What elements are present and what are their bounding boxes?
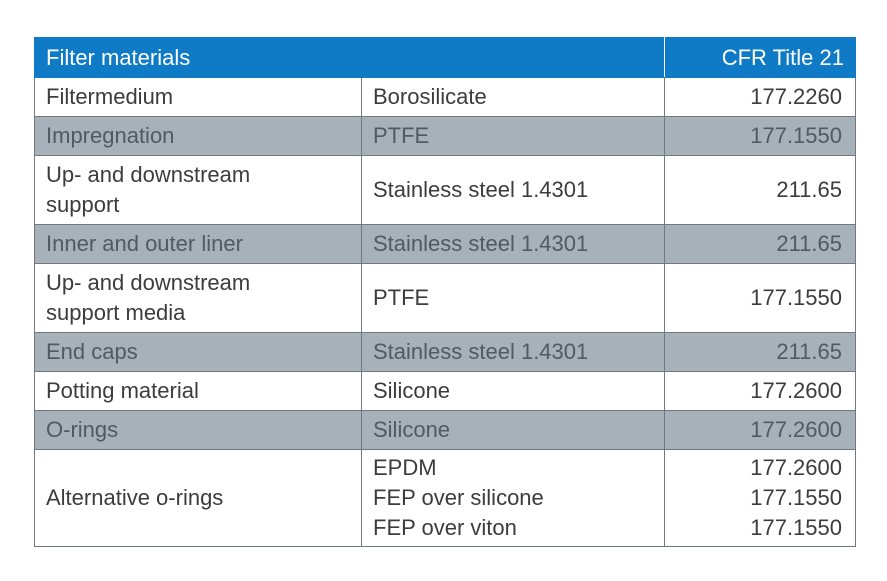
table-row: Filtermedium Borosilicate 177.2260 [34, 77, 856, 117]
table-row: Up- and downstream support Stainless ste… [34, 155, 856, 225]
material-cell: Silicone [361, 410, 665, 450]
cfr-cell: 177.1550 [664, 116, 856, 156]
table-row: End caps Stainless steel 1.4301 211.65 [34, 332, 856, 372]
component-cell: Alternative o-rings [34, 449, 362, 547]
table-row: Alternative o-rings EPDM FEP over silico… [34, 449, 856, 547]
material-cell: PTFE [361, 116, 665, 156]
material-line: EPDM [373, 455, 437, 480]
material-cell: Silicone [361, 371, 665, 411]
table-row: Up- and downstream support media PTFE 17… [34, 263, 856, 333]
table-row: Potting material Silicone 177.2600 [34, 371, 856, 411]
material-cell: Borosilicate [361, 77, 665, 117]
component-cell: O-rings [34, 410, 362, 450]
header-filter-materials: Filter materials [34, 37, 665, 78]
cfr-cell: 177.1550 [664, 263, 856, 333]
cfr-cell: 177.2260 [664, 77, 856, 117]
component-line: support [46, 192, 120, 217]
cfr-cell: 211.65 [664, 224, 856, 264]
component-cell: End caps [34, 332, 362, 372]
cfr-cell: 177.2600 [664, 371, 856, 411]
material-cell: EPDM FEP over silicone FEP over viton [361, 449, 665, 547]
material-line: FEP over silicone [373, 485, 544, 510]
cfr-line: 177.1550 [750, 515, 842, 540]
cfr-line: 177.1550 [750, 485, 842, 510]
component-cell: Potting material [34, 371, 362, 411]
table-row: Inner and outer liner Stainless steel 1.… [34, 224, 856, 264]
component-line: support media [46, 300, 186, 325]
component-cell: Up- and downstream support media [34, 263, 362, 333]
component-line: Up- and downstream [46, 162, 251, 187]
component-cell: Up- and downstream support [34, 155, 362, 225]
component-line: Up- and downstream [46, 270, 251, 295]
cfr-cell: 177.2600 177.1550 177.1550 [664, 449, 856, 547]
filter-materials-table: Filter materials CFR Title 21 Filtermedi… [34, 37, 856, 547]
component-cell: Impregnation [34, 116, 362, 156]
cfr-line: 177.2600 [750, 455, 842, 480]
material-line: FEP over viton [373, 515, 517, 540]
table-row: Impregnation PTFE 177.1550 [34, 116, 856, 156]
material-cell: PTFE [361, 263, 665, 333]
table-row: O-rings Silicone 177.2600 [34, 410, 856, 450]
material-cell: Stainless steel 1.4301 [361, 155, 665, 225]
cfr-cell: 211.65 [664, 332, 856, 372]
material-cell: Stainless steel 1.4301 [361, 224, 665, 264]
cfr-cell: 211.65 [664, 155, 856, 225]
component-cell: Filtermedium [34, 77, 362, 117]
table-header-row: Filter materials CFR Title 21 [34, 37, 856, 78]
component-cell: Inner and outer liner [34, 224, 362, 264]
header-cfr-title: CFR Title 21 [664, 37, 856, 78]
material-cell: Stainless steel 1.4301 [361, 332, 665, 372]
cfr-cell: 177.2600 [664, 410, 856, 450]
